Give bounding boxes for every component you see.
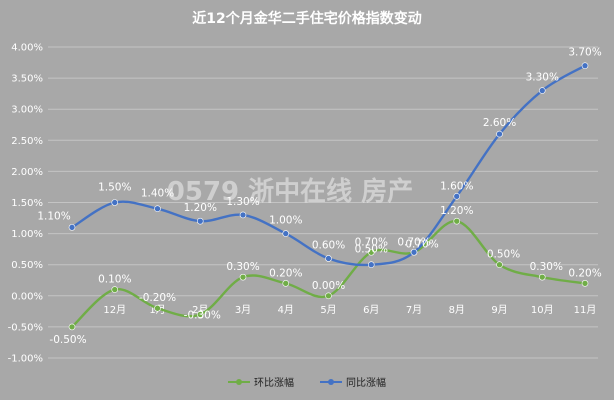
legend-item-mom[interactable]: 环比涨幅 [228,374,294,389]
data-point-mom [581,280,589,287]
data-label-yoy: 1.20% [184,202,217,214]
y-tick-label: 4.00% [11,43,43,54]
x-tick-label: 9月 [491,304,507,316]
data-label-yoy: 0.50% [355,244,388,256]
data-point-yoy [282,230,290,237]
data-point-yoy [538,87,546,94]
data-point-yoy [68,224,76,231]
legend: 环比涨幅 同比涨幅 [0,374,614,389]
data-point-mom [282,280,290,287]
chart-title: 近12个月金华二手住宅价格指数变动 [192,11,422,27]
data-point-mom [111,286,119,293]
legend-label-yoy: 同比涨幅 [346,378,386,389]
data-point-yoy [367,261,375,269]
y-tick-label: 3.00% [11,105,43,116]
data-point-mom [325,292,332,300]
data-label-mom: 0.10% [98,274,131,286]
data-point-yoy [154,205,161,213]
data-label-mom: 0.70% [355,236,388,248]
x-tick-label: 5月 [320,304,336,316]
data-label-mom: -0.30% [184,309,221,321]
data-point-mom [538,273,546,281]
data-label-mom: 0.70% [405,238,438,250]
x-tick-label: 3月 [235,304,251,316]
data-point-mom [68,323,76,331]
data-label-yoy: 2.60% [483,117,516,129]
data-label-yoy: 0.70% [397,236,430,248]
data-label-mom: -0.50% [49,334,86,346]
x-tick-label: 12月 [103,304,126,316]
y-tick-label: 2.00% [11,167,43,178]
data-label-mom: 0.00% [312,280,345,292]
data-point-mom [496,261,503,269]
watermark: 0579 浙中在线 房产 [167,177,413,207]
series-line-yoy [71,64,586,267]
data-point-mom [367,248,375,256]
data-point-mom [453,217,461,225]
data-label-yoy: 1.50% [98,182,131,194]
data-label-yoy: 0.60% [312,239,345,251]
x-tick-label: 6月 [363,304,379,316]
data-point-yoy [453,192,461,200]
y-tick-label: 2.50% [11,136,43,147]
data-point-yoy [496,130,503,138]
data-point-mom [239,273,247,281]
data-label-yoy: 1.10% [37,210,70,222]
data-label-yoy: 1.30% [226,196,259,208]
data-label-mom: 0.20% [568,267,601,279]
data-label-yoy: 1.00% [269,215,302,227]
data-point-yoy [581,62,589,69]
y-tick-label: 0.50% [11,260,43,271]
data-label-mom: 1.20% [440,205,473,217]
data-label-yoy: 1.60% [440,180,473,192]
data-label-mom: 0.30% [226,261,259,273]
legend-label-mom: 环比涨幅 [254,378,294,389]
data-label-mom: 0.20% [269,267,302,279]
data-point-mom [196,311,204,318]
data-point-yoy [111,199,119,206]
y-tick-label: -1.00% [8,354,43,365]
data-label-yoy: 3.30% [526,72,559,84]
y-tick-label: 1.50% [11,198,43,209]
data-label-yoy: 1.40% [141,188,174,200]
x-tick-label: 10月 [531,304,554,316]
y-tick-label: -0.50% [8,322,43,333]
data-point-yoy [239,211,247,219]
data-point-mom [154,304,161,312]
x-tick-label: 7月 [406,304,422,316]
legend-item-yoy[interactable]: 同比涨幅 [320,374,386,389]
y-tick-label: 0.00% [11,291,43,302]
x-tick-label: 4月 [278,304,294,316]
data-label-mom: -0.20% [139,292,176,304]
legend-swatch-mom [228,378,250,385]
x-tick-label: 8月 [449,304,465,316]
data-label-mom: 0.30% [530,261,563,273]
data-point-yoy [410,248,418,256]
data-point-yoy [196,217,204,225]
data-label-yoy: 3.70% [568,47,601,59]
x-tick-label: 11月 [574,304,597,316]
y-tick-label: 3.50% [11,74,43,85]
y-tick-label: 1.00% [11,229,43,240]
data-label-mom: 0.50% [487,249,520,261]
legend-swatch-yoy [320,378,342,385]
data-point-yoy [325,255,332,262]
